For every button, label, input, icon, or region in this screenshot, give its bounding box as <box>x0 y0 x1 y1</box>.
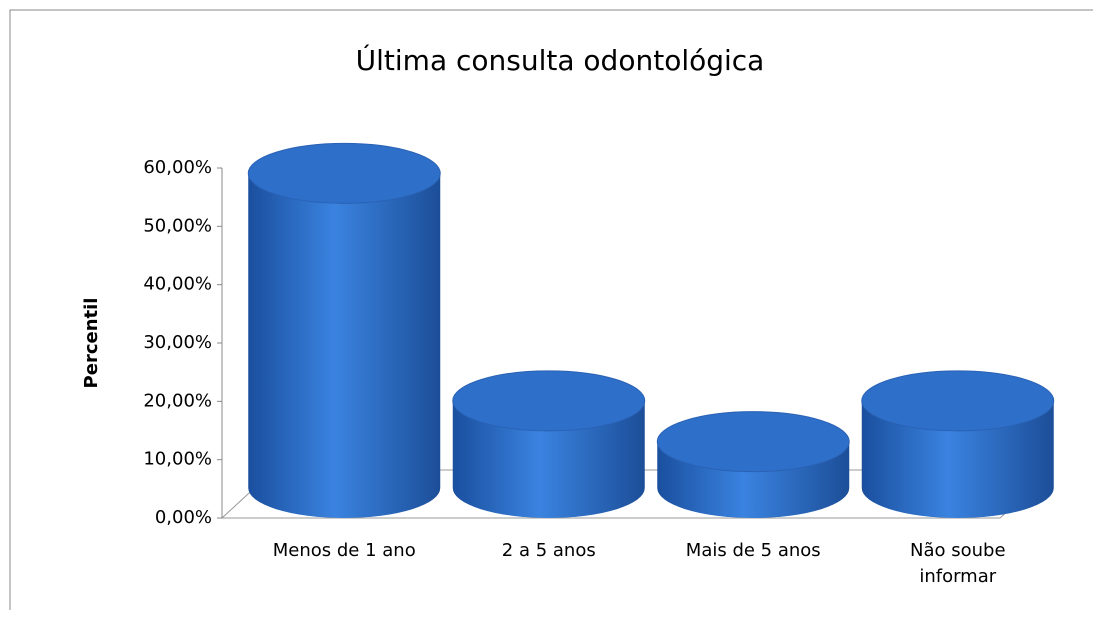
bar-top <box>861 370 1055 432</box>
y-tick-label: 20,00% <box>143 390 212 411</box>
y-tick-label: 30,00% <box>143 332 212 353</box>
chart-title: Última consulta odontológica <box>356 43 765 77</box>
y-tick-label: 10,00% <box>143 449 212 470</box>
y-tick-label: 40,00% <box>143 274 212 295</box>
bar <box>861 400 1054 519</box>
bar-top <box>247 142 441 204</box>
chart-border <box>9 9 1093 610</box>
y-tick-label: 50,00% <box>143 215 212 236</box>
bar-top <box>452 370 646 432</box>
bar <box>452 400 645 519</box>
x-tick-label: Não soube informar <box>909 540 1006 587</box>
bar <box>248 173 441 519</box>
x-tick-label: Menos de 1 ano <box>272 540 416 561</box>
y-tick-label: 0,00% <box>155 507 212 528</box>
x-tick-label: 2 a 5 anos <box>501 540 596 561</box>
y-tick-label: 60,00% <box>143 157 212 178</box>
y-axis-label: Percentil <box>81 298 102 389</box>
x-tick-label: Mais de 5 anos <box>685 540 821 561</box>
bar-top <box>656 411 850 473</box>
